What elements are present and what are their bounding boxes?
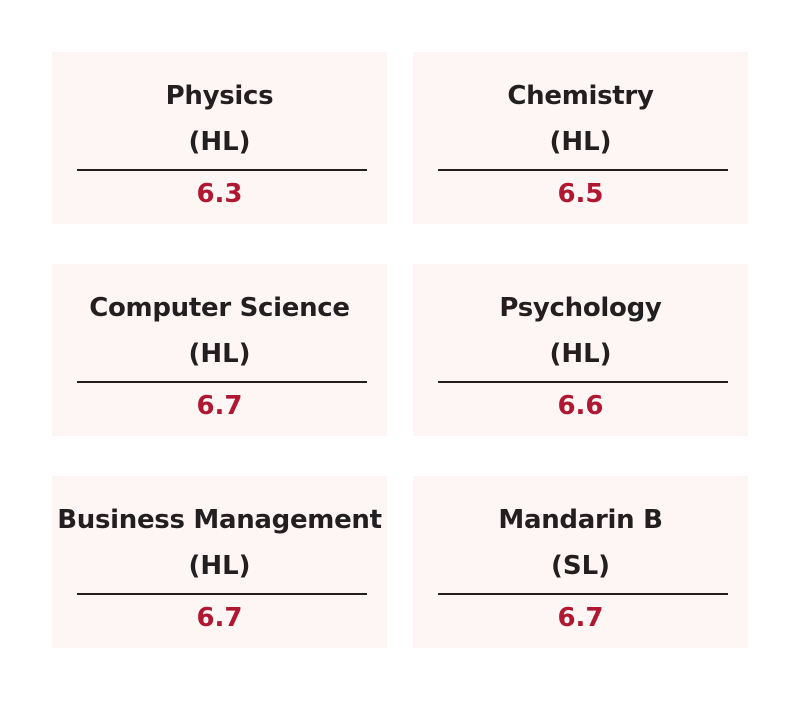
divider	[438, 381, 728, 383]
subject-name: Physics	[165, 81, 274, 111]
subject-card-computer-science: Computer Science (HL) 6.7	[52, 264, 387, 436]
subject-card-business-management: Business Management (HL) 6.7	[52, 476, 387, 648]
subject-level: (HL)	[188, 551, 251, 581]
subject-card-mandarin-b: Mandarin B (SL) 6.7	[413, 476, 748, 648]
subject-score: 6.6	[557, 391, 604, 421]
subject-level: (HL)	[188, 339, 251, 369]
subject-name: Chemistry	[507, 81, 654, 111]
divider	[438, 593, 728, 595]
subject-name: Psychology	[499, 293, 662, 323]
divider	[77, 169, 367, 171]
subject-score: 6.7	[196, 391, 243, 421]
subject-card-physics: Physics (HL) 6.3	[52, 52, 387, 224]
subject-name: Mandarin B	[498, 505, 663, 535]
subject-score: 6.7	[196, 603, 243, 633]
subject-score: 6.3	[196, 179, 243, 209]
divider	[438, 169, 728, 171]
subject-level: (HL)	[549, 127, 612, 157]
subject-score: 6.5	[557, 179, 604, 209]
divider	[77, 593, 367, 595]
subject-score-grid: Physics (HL) 6.3 Chemistry (HL) 6.5 Comp…	[52, 52, 748, 648]
subject-name: Business Management	[57, 505, 382, 535]
divider	[77, 381, 367, 383]
subject-level: (SL)	[550, 551, 611, 581]
subject-level: (HL)	[188, 127, 251, 157]
subject-score: 6.7	[557, 603, 604, 633]
subject-card-chemistry: Chemistry (HL) 6.5	[413, 52, 748, 224]
subject-level: (HL)	[549, 339, 612, 369]
subject-name: Computer Science	[89, 293, 350, 323]
subject-card-psychology: Psychology (HL) 6.6	[413, 264, 748, 436]
